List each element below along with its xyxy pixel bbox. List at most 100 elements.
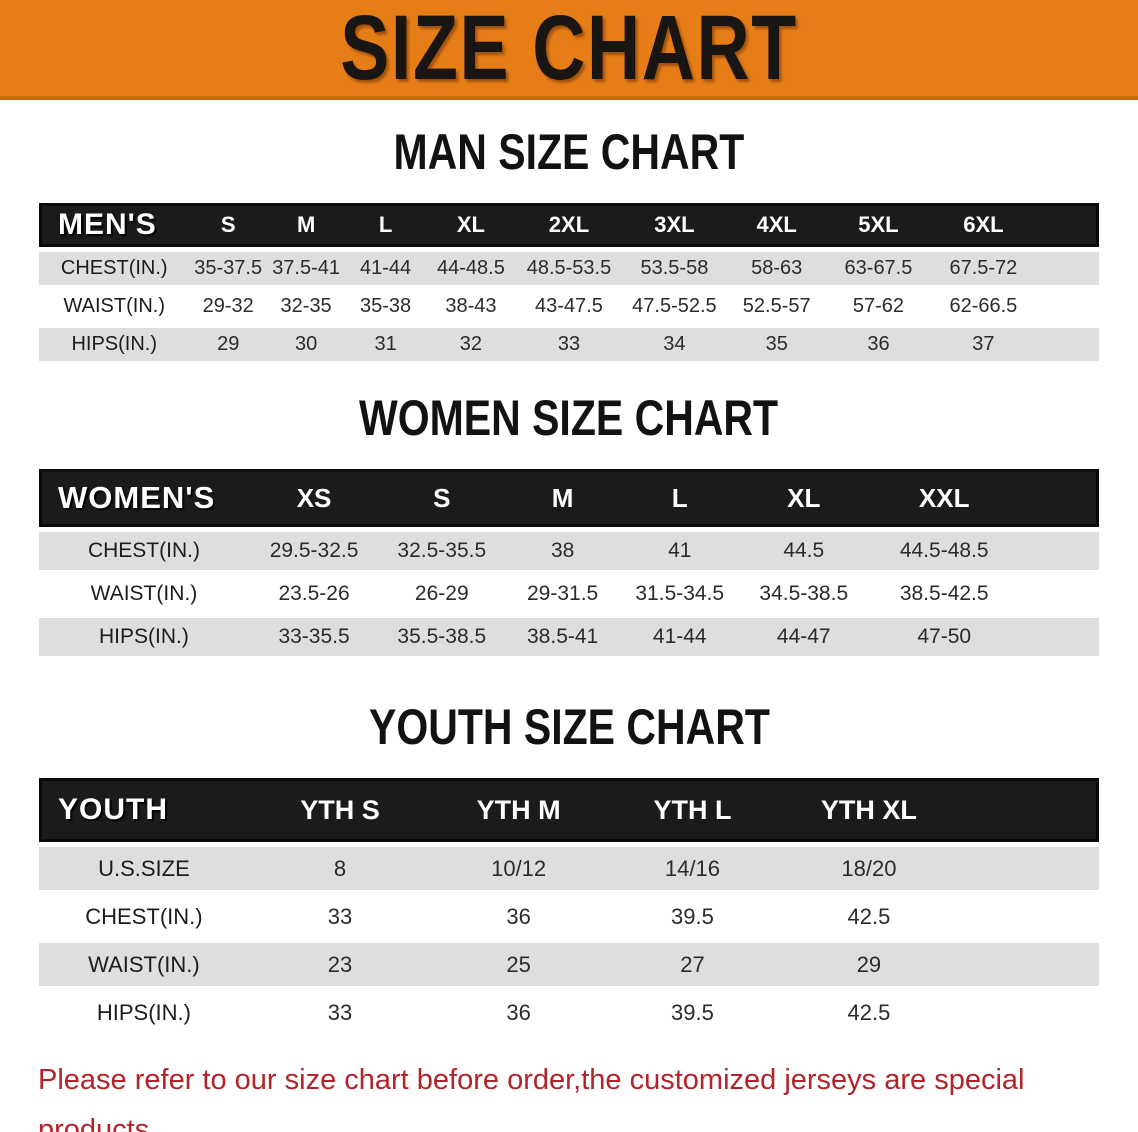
column-header: 5XL [826,203,931,247]
row-filler [959,895,1099,938]
order-policy-note: Please refer to our size chart before or… [38,1055,1100,1132]
cell-value: 62-66.5 [930,290,1037,323]
youth-section: YOUTH SIZE CHART YOUTH YTH S YTH M YTH L YTH… [0,701,1138,1039]
womens-section-heading-text: WOMEN SIZE CHART [359,390,779,446]
column-header: XL [738,469,869,527]
cell-value: 32.5-35.5 [379,532,505,570]
column-header: 2XL [515,203,622,247]
column-header: YTH XL [778,778,960,842]
cell-value: 35-38 [345,290,426,323]
table-row: HIPS(IN.) 33-35.5 35.5-38.5 38.5-41 41-44 44-… [39,618,1099,656]
cell-value: 31.5-34.5 [620,575,739,613]
cell-value: 43-47.5 [515,290,622,323]
column-header: L [345,203,426,247]
cell-value: 38 [504,532,621,570]
cell-value: 38.5-41 [504,618,621,656]
column-header: L [620,469,739,527]
cell-value: 44-48.5 [425,252,516,285]
column-header: XL [425,203,516,247]
cell-value: 34 [621,328,727,361]
row-filler [959,991,1099,1034]
column-header: 6XL [930,203,1037,247]
cell-value: 37 [930,328,1037,361]
cell-value: 32-35 [266,290,346,323]
banner: SIZE CHART [0,0,1138,100]
mens-section-heading-text: MAN SIZE CHART [393,124,745,180]
cell-value: 36 [431,991,607,1034]
cell-value: 44.5 [738,532,869,570]
column-header: YTH S [248,778,432,842]
cell-value: 27 [606,943,779,986]
cell-value: 25 [431,943,607,986]
cell-value: 44.5-48.5 [868,532,1020,570]
cell-value: 29.5-32.5 [248,532,380,570]
row-label: HIPS(IN.) [39,618,249,656]
cell-value: 67.5-72 [930,252,1037,285]
mens-section: MAN SIZE CHART MEN'S S M L XL 2XL 3XL 4XL 5XL 6XL… [0,126,1138,366]
cell-value: 38-43 [425,290,516,323]
youth-section-heading-text: YOUTH SIZE CHART [368,699,770,755]
row-label: WAIST(IN.) [39,575,249,613]
table-row: WAIST(IN.) 29-32 32-35 35-38 38-43 43-47.5 47.… [39,290,1099,323]
cell-value: 38.5-42.5 [868,575,1020,613]
cell-value: 58-63 [726,252,827,285]
cell-value: 37.5-41 [266,252,346,285]
row-filler [1036,328,1099,361]
cell-value: 42.5 [778,895,960,938]
cell-value: 36 [826,328,931,361]
table-corner-label: YOUTH [39,778,249,842]
cell-value: 10/12 [431,847,607,890]
cell-value: 29-32 [189,290,267,323]
cell-value: 23.5-26 [248,575,380,613]
row-filler [1019,618,1099,656]
table-row: CHEST(IN.) 33 36 39.5 42.5 [39,895,1099,938]
header-filler [959,778,1099,842]
column-header: S [379,469,505,527]
column-header: 4XL [726,203,827,247]
table-row: U.S.SIZE 8 10/12 14/16 18/20 [39,847,1099,890]
row-label: WAIST(IN.) [39,943,249,986]
youth-section-heading: YOUTH SIZE CHART [0,701,1138,753]
header-row: YOUTH YTH S YTH M YTH L YTH XL [39,778,1099,842]
cell-value: 48.5-53.5 [515,252,622,285]
cell-value: 8 [248,847,432,890]
cell-value: 30 [266,328,346,361]
row-filler [959,847,1099,890]
column-header: YTH L [606,778,779,842]
cell-value: 26-29 [379,575,505,613]
header-filler [1036,203,1099,247]
banner-title: SIZE CHART [340,0,798,99]
header-row: MEN'S S M L XL 2XL 3XL 4XL 5XL 6XL [39,203,1099,247]
cell-value: 44-47 [738,618,869,656]
cell-value: 33 [248,991,432,1034]
cell-value: 29 [189,328,267,361]
cell-value: 33-35.5 [248,618,380,656]
row-label: CHEST(IN.) [39,252,190,285]
cell-value: 29-31.5 [504,575,621,613]
cell-value: 42.5 [778,991,960,1034]
table-row: CHEST(IN.) 29.5-32.5 32.5-35.5 38 41 44.5 44.5… [39,532,1099,570]
table-row: CHEST(IN.) 35-37.5 37.5-41 41-44 44-48.5 48.5… [39,252,1099,285]
cell-value: 23 [248,943,432,986]
row-label: WAIST(IN.) [39,290,190,323]
row-label: CHEST(IN.) [39,895,249,938]
cell-value: 32 [425,328,516,361]
column-header: YTH M [431,778,607,842]
cell-value: 39.5 [606,895,779,938]
cell-value: 29 [778,943,960,986]
table-row: WAIST(IN.) 23 25 27 29 [39,943,1099,986]
table-corner-label: WOMEN'S [39,469,249,527]
mens-size-table: MEN'S S M L XL 2XL 3XL 4XL 5XL 6XL CHEST(IN.) 35-37… [39,198,1099,366]
cell-value: 53.5-58 [621,252,727,285]
youth-size-table: YOUTH YTH S YTH M YTH L YTH XL U.S.SIZE 8 10/12… [39,773,1099,1039]
table-row: HIPS(IN.) 33 36 39.5 42.5 [39,991,1099,1034]
header-row: WOMEN'S XS S M L XL XXL [39,469,1099,527]
cell-value: 33 [248,895,432,938]
cell-value: 41 [620,532,739,570]
column-header: 3XL [621,203,727,247]
mens-section-heading: MAN SIZE CHART [0,126,1138,178]
table-corner-label: MEN'S [39,203,190,247]
cell-value: 31 [345,328,426,361]
womens-section-heading: WOMEN SIZE CHART [0,392,1138,444]
